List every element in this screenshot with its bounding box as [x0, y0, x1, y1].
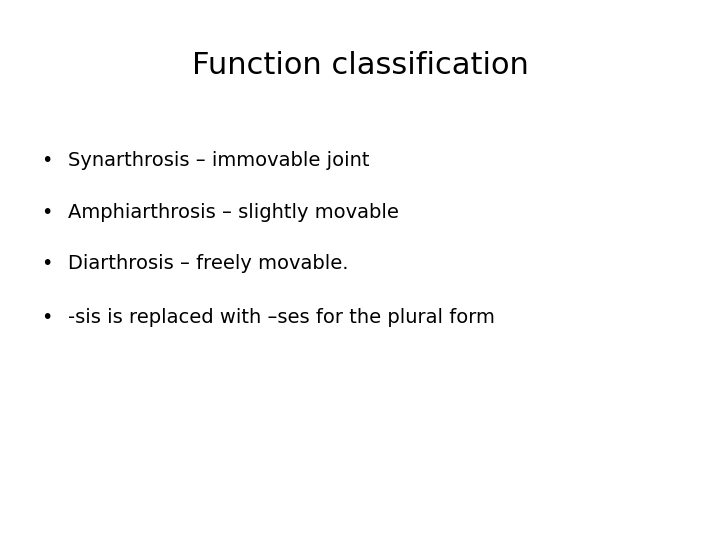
- Text: •: •: [41, 151, 53, 170]
- Text: •: •: [41, 254, 53, 273]
- Text: Synarthrosis – immovable joint: Synarthrosis – immovable joint: [68, 151, 370, 170]
- Text: Function classification: Function classification: [192, 51, 528, 80]
- Text: Diarthrosis – freely movable.: Diarthrosis – freely movable.: [68, 254, 349, 273]
- Text: •: •: [41, 202, 53, 221]
- Text: •: •: [41, 308, 53, 327]
- Text: -sis is replaced with –ses for the plural form: -sis is replaced with –ses for the plura…: [68, 308, 495, 327]
- Text: Amphiarthrosis – slightly movable: Amphiarthrosis – slightly movable: [68, 202, 400, 221]
